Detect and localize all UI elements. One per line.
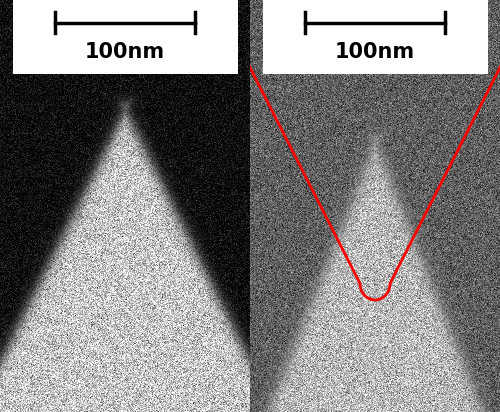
Bar (262, 0, 488, 74)
Text: 100nm: 100nm (85, 42, 165, 61)
Bar (12, 0, 237, 74)
Text: 100nm: 100nm (335, 42, 415, 61)
